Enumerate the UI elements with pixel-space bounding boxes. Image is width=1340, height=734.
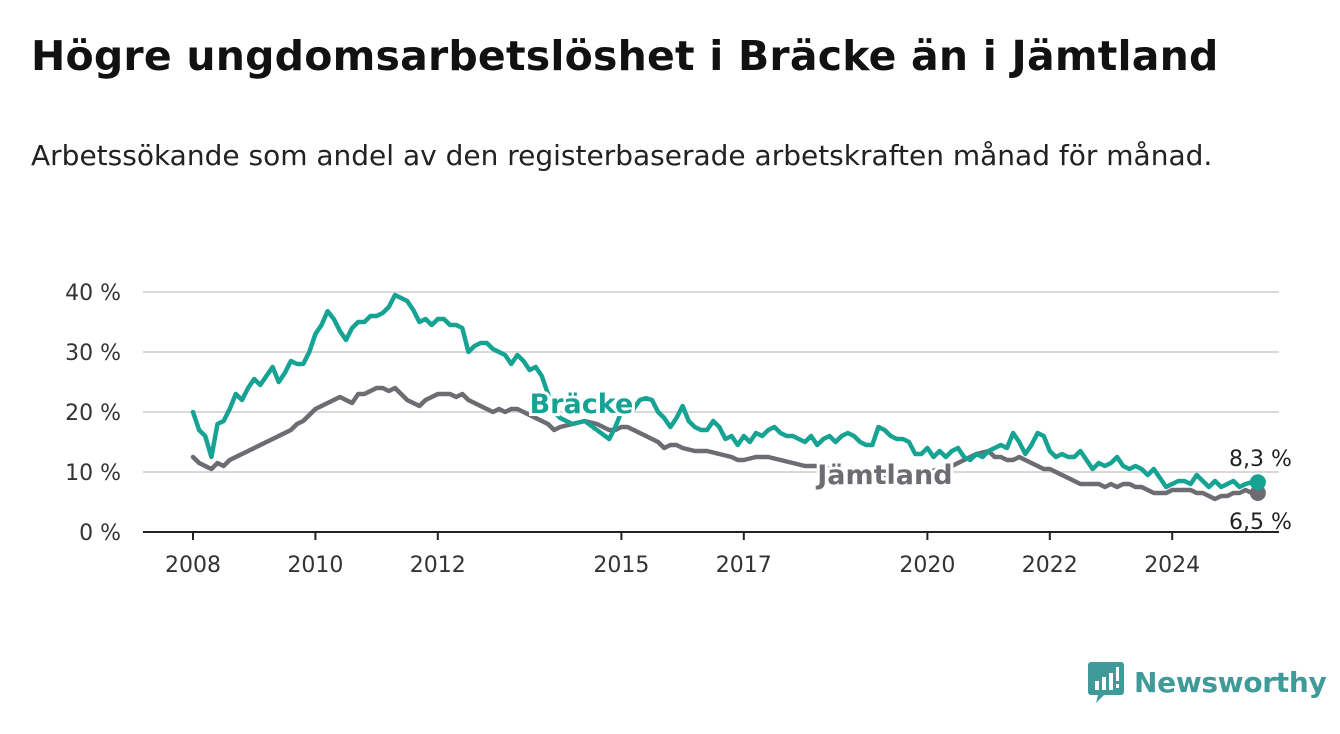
x-tick-label: 2022	[1022, 553, 1078, 578]
series-label-jamtland: Jämtland	[815, 460, 952, 491]
newsworthy-logo-icon	[1088, 662, 1124, 703]
x-tick-label: 2008	[165, 553, 221, 578]
series-layer	[190, 292, 1266, 502]
chart-subtitle: Arbetssökande som andel av den registerb…	[31, 139, 1213, 172]
x-tick-label: 2017	[716, 553, 772, 578]
grid-layer	[143, 291, 1279, 473]
x-tick-label: 2020	[899, 553, 955, 578]
chart-title: Högre ungdomsarbetslöshet i Bräcke än i …	[31, 32, 1219, 80]
x-tick-label: 2024	[1144, 553, 1200, 578]
y-tick-label: 30 %	[65, 341, 121, 366]
x-tick-label: 2012	[410, 553, 466, 578]
newsworthy-brand[interactable]: Newsworthy	[1088, 660, 1327, 704]
y-tick-label: 40 %	[65, 281, 121, 306]
series-label-bracke: Bräcke	[530, 389, 634, 420]
label-layer: Bräcke 8,3 % Jämtland 6,5 %	[527, 386, 1292, 535]
end-point-bracke	[1249, 474, 1266, 491]
series-line-bracke	[190, 292, 1261, 490]
brand-name: Newsworthy	[1134, 665, 1327, 699]
y-tick-label: 0 %	[79, 521, 121, 546]
end-value-label-bracke: 8,3 %	[1229, 447, 1292, 472]
x-tick-label: 2010	[287, 553, 343, 578]
series-line-jamtland	[190, 385, 1261, 502]
y-tick-label: 20 %	[65, 401, 121, 426]
axis-layer: 0 % 10 % 20 % 30 % 40 % 2008 2010 2012 2015 2017 2…	[65, 281, 1279, 578]
y-tick-label: 10 %	[65, 461, 121, 486]
end-value-label-jamtland: 6,5 %	[1229, 510, 1292, 535]
x-tick-label: 2015	[593, 553, 649, 578]
